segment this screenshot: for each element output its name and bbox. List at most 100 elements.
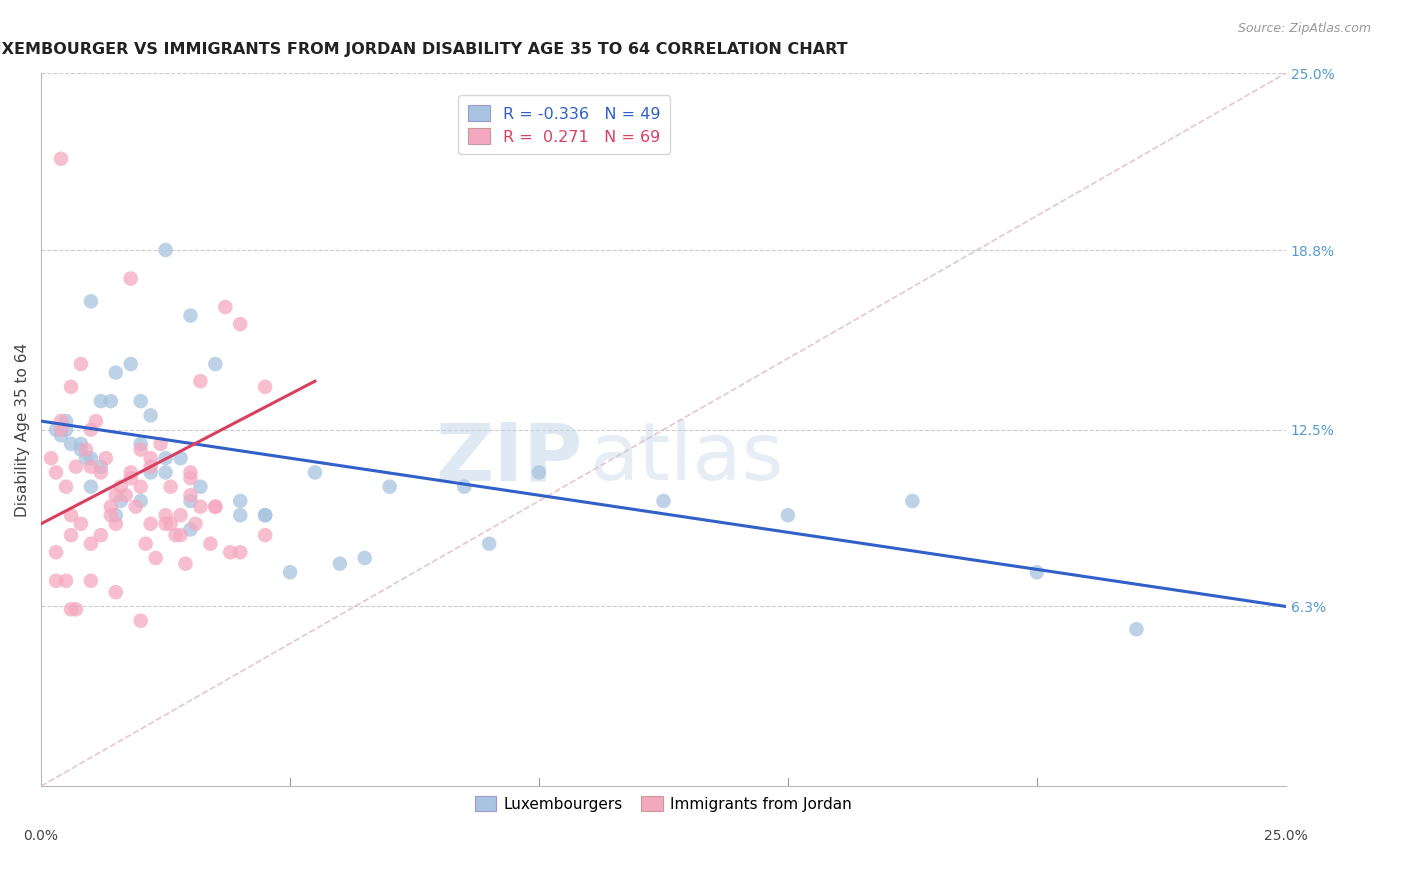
Point: [214, 300, 236, 314]
Point: [110, 480, 132, 494]
Point: [179, 494, 201, 508]
Point: [329, 557, 352, 571]
Point: [39, 451, 62, 466]
Point: [100, 508, 122, 523]
Point: [80, 451, 103, 466]
Point: [179, 466, 201, 480]
Point: [110, 494, 132, 508]
Point: [145, 551, 167, 566]
Point: [55, 574, 77, 588]
Point: [174, 557, 197, 571]
Point: [49, 414, 72, 428]
Point: [139, 451, 162, 466]
Point: [219, 545, 242, 559]
Point: [59, 508, 82, 523]
Point: [254, 528, 277, 542]
Point: [165, 528, 187, 542]
Point: [100, 500, 122, 514]
Point: [204, 357, 226, 371]
Point: [59, 602, 82, 616]
Point: [120, 357, 142, 371]
Point: [104, 366, 127, 380]
Point: [80, 423, 103, 437]
Point: [254, 508, 277, 523]
Point: [80, 294, 103, 309]
Point: [378, 480, 401, 494]
Point: [278, 566, 301, 580]
Point: [129, 494, 152, 508]
Point: [179, 523, 201, 537]
Point: [59, 437, 82, 451]
Point: [49, 423, 72, 437]
Point: [80, 459, 103, 474]
Point: [90, 528, 112, 542]
Point: [49, 152, 72, 166]
Point: [84, 414, 107, 428]
Text: Source: ZipAtlas.com: Source: ZipAtlas.com: [1237, 22, 1371, 36]
Point: [776, 508, 799, 523]
Point: [1025, 566, 1047, 580]
Text: 25.0%: 25.0%: [1264, 829, 1308, 843]
Point: [190, 500, 212, 514]
Text: atlas: atlas: [589, 419, 783, 497]
Point: [45, 423, 67, 437]
Point: [200, 537, 222, 551]
Point: [70, 437, 93, 451]
Point: [453, 480, 475, 494]
Point: [652, 494, 675, 508]
Point: [70, 442, 93, 457]
Point: [254, 508, 277, 523]
Point: [104, 516, 127, 531]
Point: [59, 528, 82, 542]
Point: [55, 414, 77, 428]
Point: [104, 508, 127, 523]
Point: [204, 500, 226, 514]
Point: [75, 442, 97, 457]
Point: [135, 537, 157, 551]
Text: LUXEMBOURGER VS IMMIGRANTS FROM JORDAN DISABILITY AGE 35 TO 64 CORRELATION CHART: LUXEMBOURGER VS IMMIGRANTS FROM JORDAN D…: [0, 42, 848, 57]
Point: [55, 480, 77, 494]
Point: [129, 480, 152, 494]
Point: [149, 437, 172, 451]
Point: [155, 451, 177, 466]
Point: [75, 451, 97, 466]
Point: [80, 480, 103, 494]
Point: [155, 508, 177, 523]
Legend: Luxembourgers, Immigrants from Jordan: Luxembourgers, Immigrants from Jordan: [468, 789, 858, 818]
Point: [90, 394, 112, 409]
Point: [169, 508, 191, 523]
Point: [94, 451, 117, 466]
Point: [129, 437, 152, 451]
Point: [104, 585, 127, 599]
Point: [229, 494, 252, 508]
Point: [90, 459, 112, 474]
Text: ZIP: ZIP: [436, 419, 582, 497]
Point: [478, 537, 501, 551]
Point: [155, 243, 177, 257]
Point: [65, 459, 87, 474]
Point: [120, 271, 142, 285]
Point: [100, 394, 122, 409]
Point: [114, 488, 136, 502]
Point: [229, 545, 252, 559]
Point: [159, 480, 181, 494]
Point: [90, 466, 112, 480]
Point: [129, 614, 152, 628]
Point: [139, 459, 162, 474]
Point: [190, 480, 212, 494]
Point: [304, 466, 326, 480]
Point: [70, 357, 93, 371]
Point: [353, 551, 375, 566]
Y-axis label: Disability Age 35 to 64: Disability Age 35 to 64: [15, 343, 30, 516]
Text: 0.0%: 0.0%: [24, 829, 59, 843]
Point: [80, 537, 103, 551]
Point: [125, 500, 148, 514]
Point: [70, 516, 93, 531]
Point: [190, 374, 212, 388]
Point: [169, 528, 191, 542]
Point: [169, 451, 191, 466]
Point: [120, 466, 142, 480]
Point: [155, 516, 177, 531]
Point: [229, 317, 252, 331]
Point: [139, 409, 162, 423]
